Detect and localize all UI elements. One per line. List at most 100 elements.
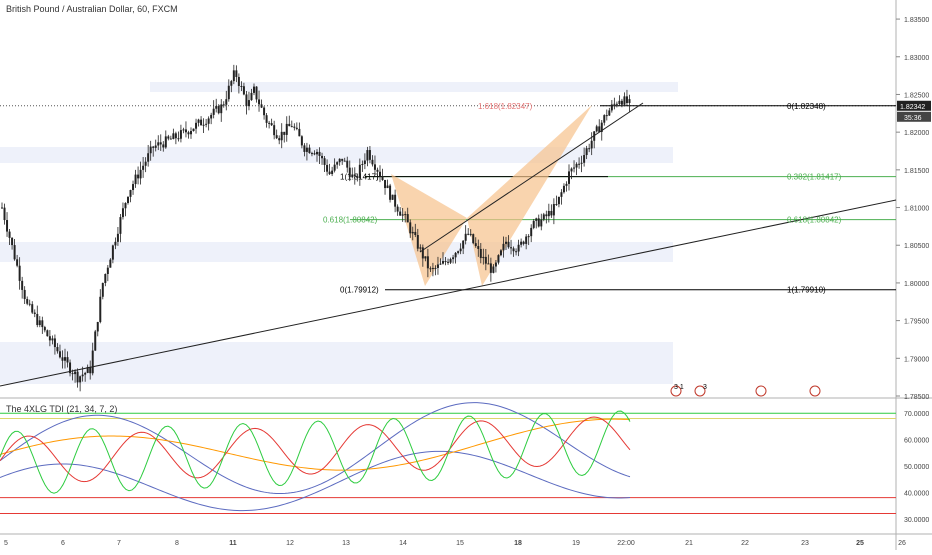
candle-body	[109, 259, 112, 268]
candle-body	[525, 236, 528, 244]
price-axis-label: 1.80500	[904, 243, 929, 250]
candle-body	[583, 155, 586, 163]
candle-body	[53, 338, 56, 348]
candle-body	[368, 150, 371, 160]
candle-body	[207, 118, 210, 124]
candle-body	[116, 233, 119, 242]
candle-body	[139, 169, 142, 179]
candle-body	[411, 231, 414, 234]
candle-body	[527, 236, 530, 238]
candle-body	[426, 256, 429, 269]
time-axis-label: 19	[572, 540, 580, 547]
candle-body	[129, 190, 132, 197]
candle-body	[517, 244, 520, 252]
candle-body	[348, 167, 351, 178]
candle-body	[61, 357, 64, 361]
candle-body	[237, 76, 240, 86]
candle-body	[263, 107, 266, 116]
candle-body	[184, 129, 187, 133]
fib-label-618-left: 0.618(1.80842)	[323, 216, 378, 225]
candle-body	[343, 160, 346, 162]
candle-body	[71, 373, 74, 375]
price-axis-label: 1.83000	[904, 55, 929, 62]
time-axis-label: 18	[514, 540, 522, 547]
candle-body	[210, 114, 213, 119]
candle-body	[167, 136, 170, 139]
candle-body	[245, 94, 248, 107]
candle-body	[169, 138, 172, 140]
candle-body	[497, 255, 500, 263]
indicator-axis-label: 60.0000	[904, 438, 929, 445]
candle-body	[273, 125, 276, 136]
countdown-badge	[897, 111, 931, 122]
candle-body	[89, 366, 92, 374]
candle-body	[603, 115, 606, 123]
candle-body	[401, 214, 404, 216]
candle-body	[76, 371, 79, 383]
candle-body	[600, 122, 603, 132]
sr-zone	[0, 147, 673, 163]
candle-body	[46, 330, 49, 337]
time-axis-label: 25	[856, 540, 864, 547]
candle-body	[605, 115, 608, 117]
time-axis-label: 22	[741, 540, 749, 547]
candle-body	[384, 179, 387, 189]
candle-body	[303, 145, 306, 152]
candle-body	[215, 106, 218, 109]
candle-body	[127, 196, 129, 203]
candle-body	[132, 184, 135, 191]
candle-body	[300, 136, 303, 146]
candle-body	[104, 274, 107, 283]
indicator-axis-label: 70.0000	[904, 411, 929, 418]
candle-body	[56, 347, 59, 352]
candle-body	[505, 241, 507, 244]
candle-body	[353, 174, 356, 177]
fib-label-top-right: 0(1.82348)	[787, 102, 826, 111]
candle-body	[205, 123, 208, 125]
candle-body	[290, 126, 293, 128]
candle-body	[484, 256, 487, 264]
time-axis-label: 23	[801, 540, 809, 547]
candle-body	[212, 108, 215, 115]
candle-body	[502, 243, 505, 251]
candle-body	[593, 131, 596, 141]
price-axis-label: 1.80000	[904, 281, 929, 288]
candle-body	[195, 122, 198, 129]
candle-body	[565, 183, 568, 186]
price-axis-label: 1.78500	[904, 394, 929, 401]
candle-body	[230, 81, 233, 86]
candle-body	[3, 207, 6, 221]
candle-body	[472, 234, 475, 244]
candle-body	[479, 248, 482, 259]
event-flag-icon	[694, 385, 706, 397]
candle-body	[477, 246, 480, 249]
candle-body	[326, 164, 329, 172]
indicator-axis-label: 30.0000	[904, 517, 929, 524]
candle-body	[13, 245, 16, 260]
candle-body	[464, 233, 467, 241]
candle-body	[316, 151, 318, 155]
candle-body	[620, 100, 623, 105]
candle-body	[580, 162, 583, 164]
candle-body	[235, 70, 238, 77]
candle-body	[79, 376, 82, 383]
candle-body	[542, 214, 545, 220]
candle-body	[258, 99, 261, 105]
sr-zone	[0, 342, 673, 384]
candle-body	[285, 123, 288, 135]
candle-body	[313, 153, 316, 155]
candle-body	[351, 174, 354, 178]
candle-body	[149, 146, 152, 154]
candle-body	[321, 155, 324, 159]
candle-body	[154, 145, 157, 148]
candle-body	[164, 136, 167, 148]
event-badge-count: 3 1	[674, 384, 684, 391]
candle-body	[101, 282, 104, 297]
candle-body	[217, 106, 220, 114]
candle-body	[51, 338, 54, 341]
candle-body	[106, 267, 109, 275]
candle-body	[562, 185, 565, 193]
price-axis-label: 1.79000	[904, 356, 929, 363]
